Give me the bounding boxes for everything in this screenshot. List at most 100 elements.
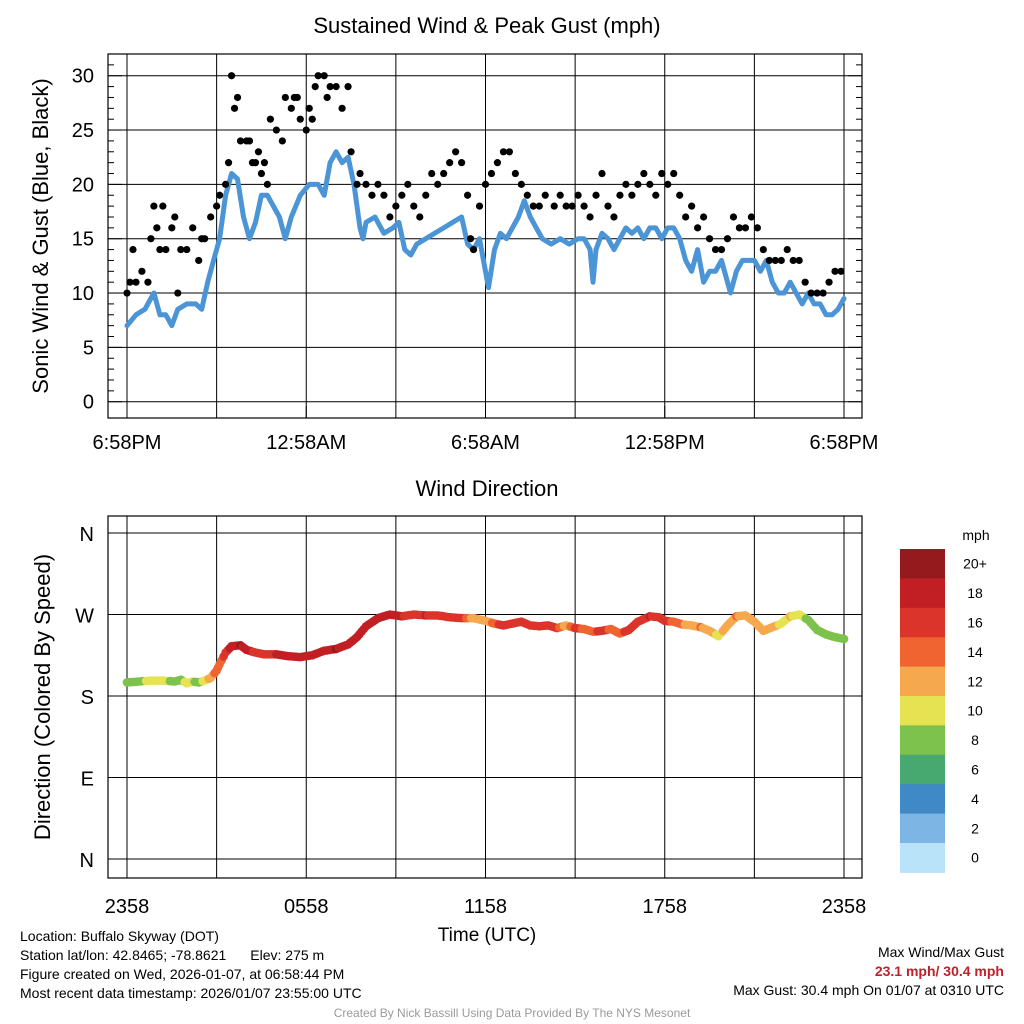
gust-point	[314, 72, 322, 80]
colorbar-label: 16	[967, 615, 983, 631]
colorbar-title: mph	[962, 527, 989, 543]
gust-point	[386, 213, 394, 221]
max-gust-line: Max Gust: 30.4 mph On 01/07 at 0310 UTC	[733, 982, 1004, 998]
gust-point	[458, 159, 466, 167]
gust-point	[628, 191, 636, 199]
colorbar-label: 18	[967, 585, 983, 601]
max-values-text: 23.1 mph/ 30.4 mph	[874, 963, 1004, 979]
gust-point	[159, 202, 167, 210]
gust-point	[592, 191, 600, 199]
gust-point	[195, 256, 203, 265]
gust-point	[221, 180, 230, 188]
gust-point	[428, 169, 436, 178]
gust-point	[789, 256, 797, 265]
colorbar-label: 6	[971, 762, 979, 778]
colorbar-swatch	[900, 725, 945, 756]
wind-gust-y-axis-label: Sonic Wind & Gust (Blue, Black)	[28, 78, 53, 393]
gust-point	[147, 235, 155, 243]
gust-point	[183, 245, 191, 254]
gust-point	[296, 115, 304, 123]
colorbar-label: 14	[967, 644, 983, 660]
gust-point	[493, 159, 502, 167]
gust-point	[416, 213, 424, 221]
gust-point	[759, 245, 767, 254]
gust-point	[266, 115, 274, 123]
recent-data-text: Most recent data timestamp: 2026/01/07 2…	[20, 985, 362, 1001]
gust-point	[777, 256, 785, 265]
credit-text: Created By Nick Bassill Using Data Provi…	[333, 1006, 691, 1020]
direction-tick-label: N	[80, 524, 94, 546]
created-text: Figure created on Wed, 2026-01-07, at 06…	[20, 966, 345, 982]
gust-point	[699, 213, 708, 221]
y-tick-label: 25	[72, 120, 94, 142]
gust-point	[150, 202, 158, 210]
gust-point	[347, 148, 355, 156]
gust-point	[807, 289, 815, 297]
utc-tick-label: 2358	[822, 896, 867, 918]
gust-point	[344, 82, 352, 91]
plot-frame	[107, 515, 863, 879]
y-tick-label: 30	[72, 66, 94, 88]
x-tick-label: 6:58AM	[451, 432, 520, 454]
gust-point	[646, 180, 654, 188]
x-tick-label: 6:58PM	[810, 432, 879, 454]
wind-direction-grid	[108, 516, 862, 878]
gust-point	[622, 180, 630, 188]
gust-point	[213, 202, 221, 210]
gust-point	[523, 191, 531, 199]
gust-point	[233, 93, 242, 102]
colorbar-swatch	[900, 754, 945, 785]
gust-point	[281, 93, 289, 102]
gust-point	[795, 256, 803, 265]
gust-point	[392, 202, 400, 210]
wind-gust-chart-title: Sustained Wind & Peak Gust (mph)	[313, 13, 660, 38]
gust-point	[434, 180, 442, 188]
colorbar-swatch	[900, 784, 945, 815]
gust-point	[586, 213, 594, 221]
gust-point	[616, 191, 624, 199]
colorbar-label: 0	[971, 850, 979, 866]
gust-point	[230, 104, 239, 112]
gust-point	[801, 278, 809, 286]
gust-point	[682, 213, 690, 221]
wind-direction-chart: Wind Direction Direction (Colored By Spe…	[30, 476, 866, 946]
wind-direction-y-axis-label: Direction (Colored By Speed)	[30, 554, 55, 840]
y-tick-label: 20	[72, 174, 94, 196]
gust-point	[783, 245, 791, 254]
gust-point	[753, 224, 761, 232]
gust-point	[517, 180, 525, 188]
gust-point	[404, 180, 412, 188]
station-info: Location: Buffalo Skyway (DOT) Station l…	[20, 927, 362, 1003]
x-tick-label: 6:58PM	[93, 432, 162, 454]
gust-point	[189, 224, 197, 232]
gust-point	[747, 213, 755, 221]
wind-direction-x-axis-label: Time (UTC)	[438, 925, 537, 946]
gust-point	[153, 224, 161, 232]
direction-point	[839, 634, 849, 644]
direction-tick-label: S	[81, 687, 94, 709]
wind-gust-chart: Sustained Wind & Peak Gust (mph) Sonic W…	[28, 13, 878, 454]
y-tick-label: 10	[72, 283, 94, 305]
gust-point	[353, 180, 361, 188]
gust-point	[717, 245, 726, 254]
colorbar-swatch	[900, 696, 945, 726]
gust-point	[123, 289, 131, 297]
colorbar-swatch	[900, 813, 945, 844]
wind-direction-chart-title: Wind Direction	[415, 476, 558, 501]
gust-point	[168, 224, 176, 232]
gust-point	[132, 278, 140, 286]
gust-point	[174, 289, 182, 297]
colorbar-swatch	[900, 549, 945, 579]
peak-gust-series	[123, 72, 845, 297]
gust-point	[487, 169, 496, 178]
gust-point	[688, 202, 696, 210]
gust-point	[505, 148, 513, 156]
gust-point	[711, 245, 720, 254]
gust-point	[201, 235, 209, 243]
direction-tick-label: N	[80, 850, 94, 872]
direction-tick-label: W	[75, 606, 94, 628]
gust-point	[374, 180, 382, 188]
latlon-elev-line: Station lat/lon: 42.8465; -78.8621 Elev: …	[20, 946, 362, 965]
gust-point	[475, 202, 484, 210]
